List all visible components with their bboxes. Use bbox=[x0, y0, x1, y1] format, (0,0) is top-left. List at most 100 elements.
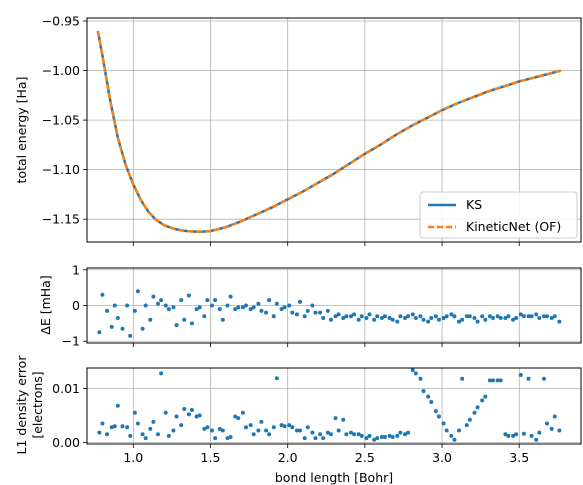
delta-energy-point bbox=[487, 314, 492, 319]
delta-energy-point bbox=[210, 303, 215, 308]
density-error-point bbox=[529, 433, 534, 438]
density-error-point bbox=[498, 378, 503, 383]
density-error-point bbox=[537, 430, 542, 435]
density-error-point bbox=[367, 433, 372, 438]
delta-energy-point bbox=[433, 314, 438, 319]
density-error-y-axis-label-unit: [electrons] bbox=[30, 371, 45, 438]
delta-energy-point bbox=[552, 314, 557, 319]
density-error-point bbox=[279, 423, 284, 428]
delta-energy-point bbox=[506, 314, 511, 319]
delta-energy-point bbox=[228, 294, 233, 299]
energy-series bbox=[96, 30, 562, 233]
delta-energy-point bbox=[251, 305, 256, 310]
density-error-point bbox=[236, 416, 241, 421]
x-axis-label: bond length [Bohr] bbox=[275, 470, 393, 485]
density-error-point bbox=[413, 371, 418, 376]
density-error-point bbox=[220, 428, 225, 433]
density-error-point bbox=[398, 430, 403, 435]
delta-energy-point bbox=[444, 314, 449, 319]
delta-energy-point bbox=[429, 316, 434, 320]
density-error-point bbox=[467, 417, 472, 422]
delta-energy-point bbox=[310, 303, 315, 308]
delta-energy-point bbox=[421, 317, 426, 322]
density-error-point bbox=[205, 425, 210, 430]
delta-energy-point bbox=[186, 293, 191, 298]
density-error-point bbox=[491, 378, 496, 383]
density-error-point bbox=[112, 424, 117, 429]
delta-energy-point bbox=[213, 298, 218, 303]
delta-energy-point bbox=[267, 298, 272, 303]
density-error-point bbox=[464, 423, 469, 428]
delta-energy-point bbox=[240, 305, 245, 310]
density-error-point bbox=[375, 436, 380, 441]
density-error-panel: 1.0 1.5 2.0 2.5 3.0 3.5 0.01 0.00 L1 density er… bbox=[14, 355, 582, 485]
density-error-point bbox=[359, 433, 364, 438]
density-error-point bbox=[452, 437, 457, 442]
delta-energy-point bbox=[426, 319, 431, 324]
density-error-point bbox=[225, 436, 230, 441]
density-error-point bbox=[267, 432, 272, 437]
density-error-point bbox=[148, 426, 153, 431]
density-error-y-tick-label: 0.00 bbox=[52, 435, 80, 450]
delta-energy-point bbox=[156, 301, 161, 306]
density-error-point bbox=[210, 428, 215, 433]
density-error-grid bbox=[87, 368, 581, 444]
delta-energy-point bbox=[225, 303, 230, 308]
density-error-point bbox=[244, 425, 249, 430]
density-error-point bbox=[321, 436, 326, 441]
delta-energy-point bbox=[174, 323, 179, 328]
density-error-point bbox=[151, 419, 156, 424]
delta-energy-point bbox=[298, 299, 303, 304]
delta-energy-point bbox=[472, 316, 477, 320]
delta-energy-point bbox=[495, 314, 500, 319]
density-error-point bbox=[534, 437, 539, 442]
delta-energy-point bbox=[498, 316, 503, 320]
delta-energy-point bbox=[148, 317, 153, 322]
density-error-x-tick-label: 3.5 bbox=[509, 450, 529, 465]
density-error-point bbox=[387, 433, 392, 438]
density-error-x-tick-label: 2.0 bbox=[278, 450, 298, 465]
density-error-point bbox=[140, 432, 145, 437]
density-error-point bbox=[541, 376, 546, 381]
density-error-point bbox=[166, 433, 171, 438]
delta-energy-point bbox=[171, 305, 176, 310]
density-error-point bbox=[511, 433, 516, 438]
energy-y-tick-label: −1.05 bbox=[42, 113, 80, 128]
density-error-point bbox=[100, 421, 105, 426]
delta-energy-grid bbox=[87, 268, 581, 343]
delta-energy-point bbox=[325, 308, 330, 313]
density-error-point bbox=[429, 399, 434, 404]
delta-energy-point bbox=[318, 310, 323, 315]
density-error-x-tick-label: 2.5 bbox=[355, 450, 375, 465]
energy-legend: KS KineticNet (OF) bbox=[419, 191, 578, 239]
delta-energy-point bbox=[112, 303, 117, 308]
delta-energy-point bbox=[120, 326, 125, 331]
delta-energy-point bbox=[287, 303, 292, 308]
density-error-point bbox=[483, 394, 488, 399]
density-error-point bbox=[256, 428, 261, 433]
density-error-point bbox=[298, 428, 303, 433]
density-error-point bbox=[521, 431, 526, 436]
density-error-point bbox=[287, 423, 292, 428]
delta-energy-point bbox=[143, 303, 148, 308]
delta-energy-point bbox=[387, 316, 392, 320]
density-error-point bbox=[526, 376, 531, 381]
delta-energy-y-tick-label: 1 bbox=[72, 262, 80, 277]
delta-energy-point bbox=[382, 314, 387, 319]
energy-y-axis-label: total energy [Ha] bbox=[14, 77, 29, 184]
delta-energy-point bbox=[460, 317, 465, 322]
density-error-point bbox=[197, 413, 202, 418]
delta-energy-point bbox=[279, 307, 284, 312]
delta-energy-point bbox=[452, 314, 457, 319]
density-error-point bbox=[271, 425, 276, 430]
density-error-point bbox=[545, 421, 550, 426]
density-error-point bbox=[395, 433, 400, 438]
delta-energy-point bbox=[220, 317, 225, 322]
density-error-axes-frame bbox=[86, 367, 582, 445]
density-error-point bbox=[495, 378, 500, 383]
density-error-point bbox=[105, 432, 110, 437]
delta-energy-point bbox=[132, 308, 137, 313]
density-error-point bbox=[344, 432, 349, 437]
delta-energy-point bbox=[390, 317, 395, 322]
delta-energy-point bbox=[521, 314, 526, 319]
